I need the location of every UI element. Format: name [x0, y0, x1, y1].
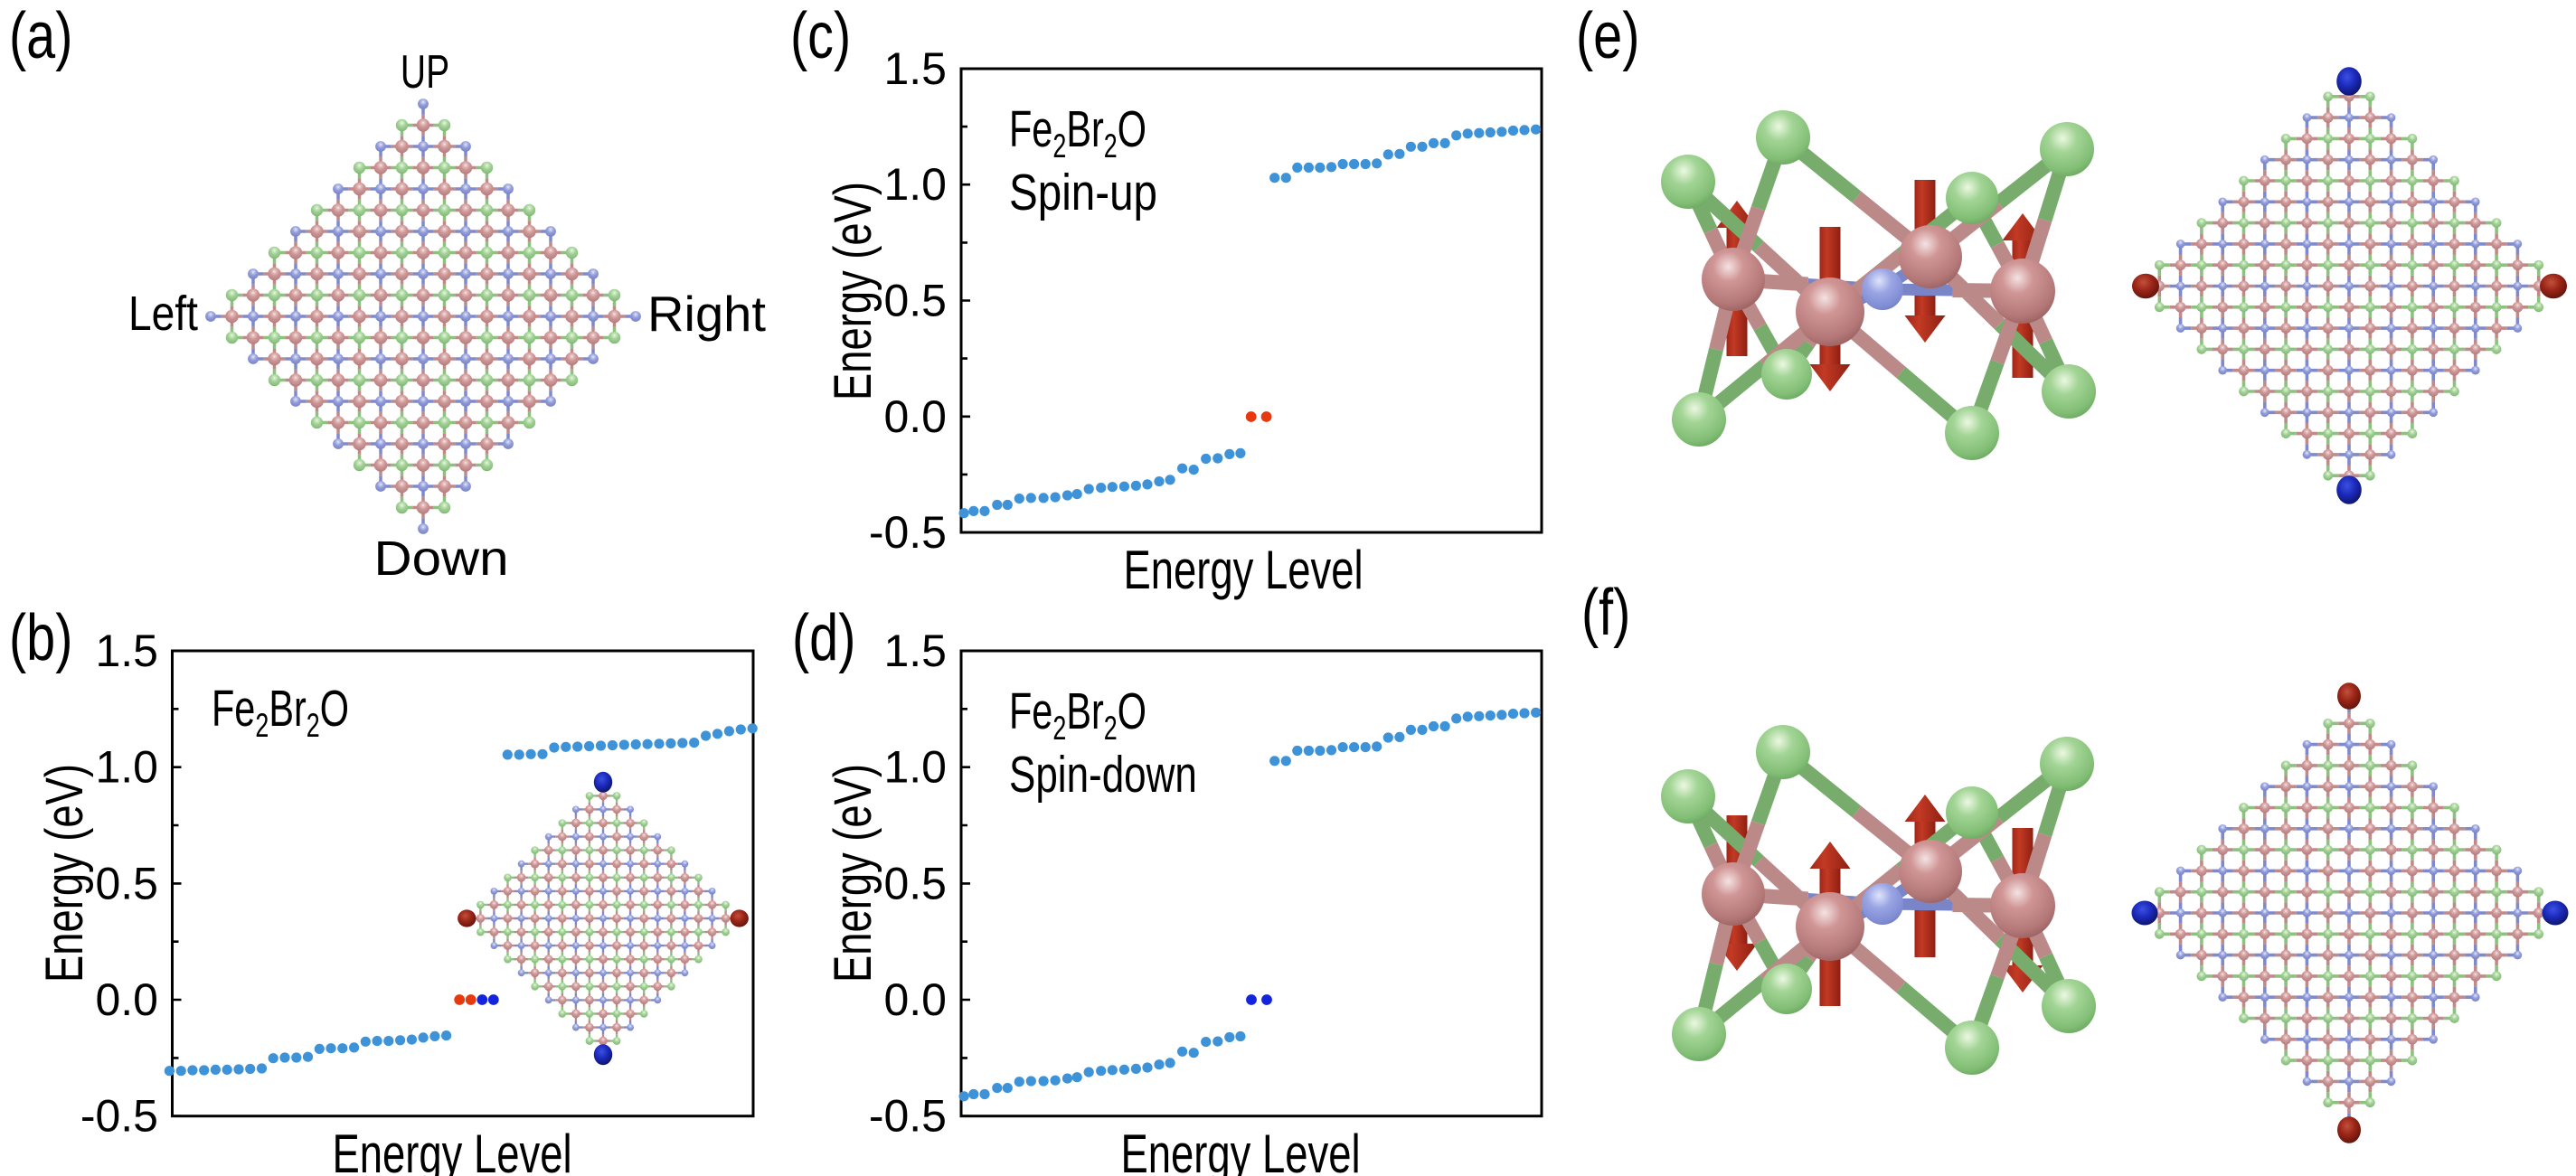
- svg-text:1.0: 1.0: [883, 742, 947, 793]
- svg-text:1.5: 1.5: [883, 626, 947, 676]
- svg-text:0.5: 0.5: [883, 276, 947, 326]
- svg-text:-0.5: -0.5: [869, 507, 947, 558]
- svg-text:(d): (d): [792, 601, 855, 674]
- svg-text:1.5: 1.5: [95, 626, 158, 676]
- svg-text:Energy (eV): Energy (eV): [825, 764, 883, 983]
- svg-text:(c): (c): [790, 0, 851, 71]
- svg-text:UP: UP: [401, 44, 449, 98]
- svg-text:(b): (b): [9, 601, 72, 674]
- svg-text:Spin-up: Spin-up: [1009, 164, 1157, 221]
- svg-text:0.0: 0.0: [883, 391, 947, 442]
- svg-text:Down: Down: [373, 531, 508, 586]
- svg-text:Right: Right: [647, 286, 767, 341]
- svg-text:0.5: 0.5: [95, 858, 158, 908]
- svg-text:Left: Left: [128, 287, 198, 341]
- svg-text:Energy Level: Energy Level: [1123, 541, 1363, 601]
- svg-text:0.0: 0.0: [883, 974, 947, 1025]
- svg-text:Energy (eV): Energy (eV): [36, 764, 95, 983]
- svg-text:(f): (f): [1581, 576, 1630, 649]
- svg-text:-0.5: -0.5: [869, 1091, 947, 1142]
- svg-text:Fe2Br2O: Fe2Br2O: [1009, 682, 1146, 747]
- svg-text:Energy Level: Energy Level: [332, 1124, 571, 1176]
- svg-text:Energy (eV): Energy (eV): [825, 182, 883, 400]
- svg-text:1.0: 1.0: [95, 742, 158, 793]
- svg-text:0.0: 0.0: [95, 974, 158, 1025]
- svg-text:-0.5: -0.5: [80, 1091, 158, 1142]
- svg-text:1.5: 1.5: [883, 43, 947, 94]
- svg-text:Fe2Br2O: Fe2Br2O: [1009, 100, 1146, 165]
- svg-text:Fe2Br2O: Fe2Br2O: [212, 680, 349, 744]
- svg-text:Spin-down: Spin-down: [1009, 746, 1197, 804]
- svg-text:1.0: 1.0: [883, 159, 947, 210]
- svg-text:(e): (e): [1576, 0, 1639, 71]
- svg-text:(a): (a): [9, 0, 72, 71]
- svg-text:0.5: 0.5: [883, 858, 947, 908]
- svg-text:Energy Level: Energy Level: [1120, 1124, 1360, 1176]
